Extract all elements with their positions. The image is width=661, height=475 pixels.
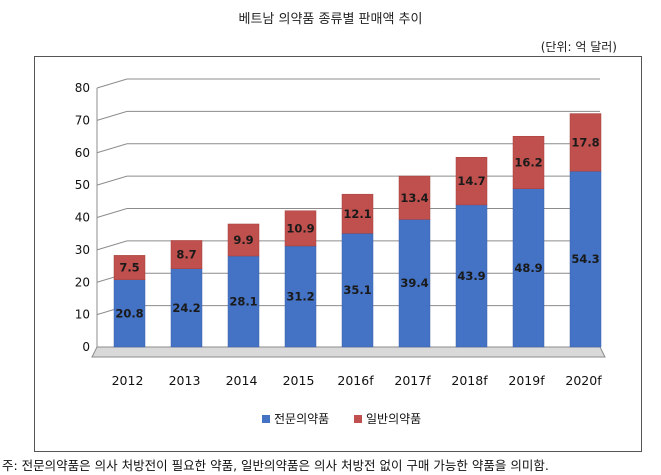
value-label-otc: 8.7 xyxy=(176,248,196,262)
x-tick-label: 2017f xyxy=(394,373,431,388)
value-label-otc: 10.9 xyxy=(286,221,314,235)
gridline xyxy=(96,143,600,154)
legend-label-otc: 일반의약품 xyxy=(366,411,421,426)
x-tick-label: 2020f xyxy=(565,373,602,388)
x-tick-label: 2012 xyxy=(112,373,144,388)
value-label-otc: 7.5 xyxy=(119,261,139,275)
bar-prescription xyxy=(398,219,431,348)
value-label-otc: 17.8 xyxy=(571,135,599,149)
y-tick-label: 50 xyxy=(75,178,90,192)
unit-label: (단위: 억 달러) xyxy=(540,40,617,54)
y-tick-label: 60 xyxy=(75,146,90,160)
value-label-prescription: 28.1 xyxy=(229,295,257,309)
gridline xyxy=(96,208,600,218)
bar-otc xyxy=(113,255,146,280)
chart-floor xyxy=(91,346,606,358)
grid-lines xyxy=(91,78,606,358)
bar-otc xyxy=(170,240,203,269)
value-label-otc: 13.4 xyxy=(400,191,428,205)
value-label-prescription: 35.1 xyxy=(343,283,371,297)
y-tick-label: 20 xyxy=(75,275,90,289)
y-tick-label: 0 xyxy=(82,340,90,354)
value-label-prescription: 54.3 xyxy=(571,252,599,266)
bar-otc xyxy=(341,193,374,234)
gridline xyxy=(96,78,600,89)
bar-prescription xyxy=(284,245,317,348)
legend-swatch-otc xyxy=(354,415,362,423)
bar-otc xyxy=(512,135,545,189)
legend: 전문의약품 일반의약품 xyxy=(262,411,421,426)
value-label-otc: 12.1 xyxy=(343,207,371,221)
x-tick-label: 2016f xyxy=(337,373,374,388)
x-tick-label: 2015 xyxy=(283,373,315,388)
value-label-prescription: 39.4 xyxy=(400,276,428,290)
y-tick-label: 40 xyxy=(75,211,90,225)
footnote: 주: 전문의약품은 의사 처방전이 필요한 약품, 일반의약품은 의사 처방전 … xyxy=(2,458,549,473)
y-tick-label: 10 xyxy=(75,308,90,322)
chart-frame xyxy=(34,56,642,452)
value-label-otc: 14.7 xyxy=(457,174,485,188)
bar-prescription xyxy=(512,188,545,348)
bar-otc xyxy=(455,157,488,206)
bars: 20.8 7.5 24.2 8.7 28.1 9.9 31.2 10.9 35.1 12.1 39.… xyxy=(113,113,602,348)
value-label-prescription: 20.8 xyxy=(115,306,143,320)
bar-prescription xyxy=(569,170,602,348)
chart-title: 베트남 의약품 종류별 판매액 추이 xyxy=(238,12,423,27)
x-tick-label: 2019f xyxy=(508,373,545,388)
legend-label-prescription: 전문의약품 xyxy=(274,411,329,426)
legend-swatch-prescription xyxy=(262,415,270,423)
x-tick-label: 2018f xyxy=(451,373,488,388)
y-axis: 0 10 20 30 40 50 60 70 80 xyxy=(75,81,90,354)
value-label-otc: 16.2 xyxy=(514,155,542,169)
x-tick-label: 2014 xyxy=(226,373,258,388)
value-label-prescription: 48.9 xyxy=(514,261,542,275)
gridline xyxy=(96,175,600,186)
gridline xyxy=(96,240,600,251)
bar-otc xyxy=(398,175,431,220)
value-label-prescription: 24.2 xyxy=(172,301,200,315)
value-label-otc: 9.9 xyxy=(233,233,253,247)
y-tick-label: 70 xyxy=(75,113,90,127)
bar-prescription xyxy=(227,255,260,348)
x-axis: 2012 2013 2014 2015 2016f 2017f 2018f 2019f 2020… xyxy=(112,373,603,388)
bar-otc xyxy=(227,223,260,257)
bar-otc xyxy=(284,210,317,247)
gridline xyxy=(96,110,600,121)
bar-prescription xyxy=(455,204,488,348)
y-tick-label: 80 xyxy=(75,81,90,95)
value-label-prescription: 31.2 xyxy=(286,289,314,303)
y-tick-label: 30 xyxy=(75,243,90,257)
bar-otc xyxy=(569,113,602,172)
bar-prescription xyxy=(341,233,374,348)
value-label-prescription: 43.9 xyxy=(457,269,485,283)
x-tick-label: 2013 xyxy=(169,373,201,388)
